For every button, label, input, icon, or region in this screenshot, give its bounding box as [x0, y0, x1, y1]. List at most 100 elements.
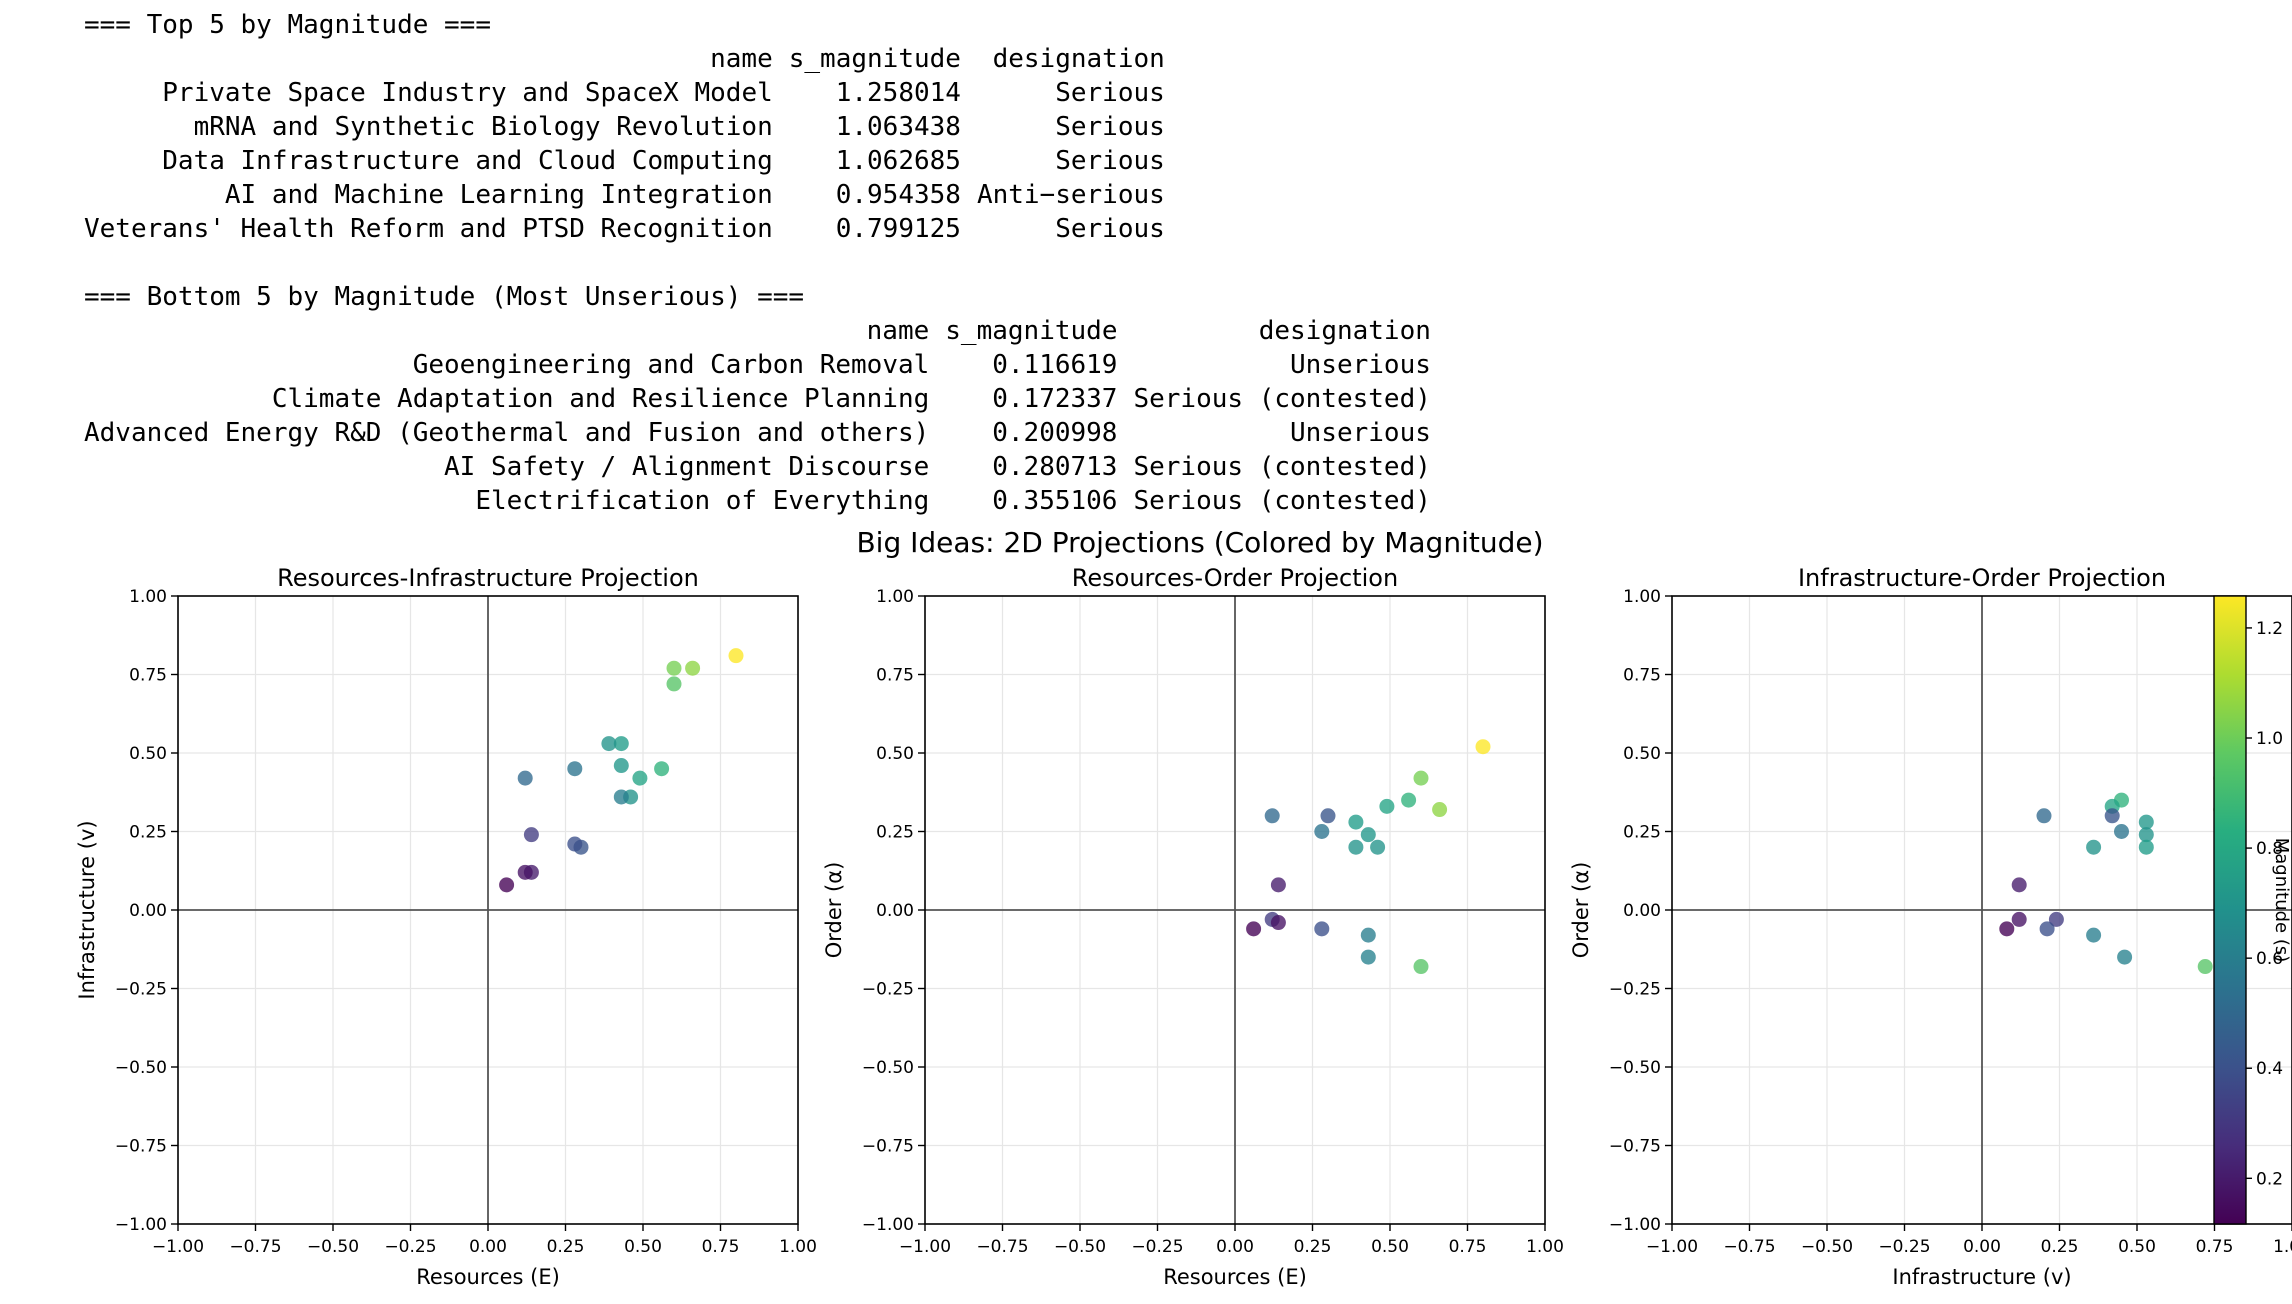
data-point [1348, 839, 1364, 855]
y-tick-label: 0.25 [129, 823, 167, 843]
x-tick-label: 1.00 [2273, 1237, 2292, 1257]
data-point [632, 770, 648, 786]
data-point [1370, 839, 1386, 855]
data-point [613, 789, 629, 805]
data-point [2104, 808, 2120, 824]
cell-name: Electrification of Everything [475, 486, 930, 516]
y-tick-label: 0.50 [1623, 744, 1661, 764]
cell-designation: Serious (contested) [1133, 384, 1431, 414]
y-tick-label: −0.25 [115, 980, 167, 1000]
y-tick-label: 1.00 [129, 587, 167, 607]
column-header-magnitude: s_magnitude [788, 44, 961, 74]
x-axis-label: Infrastructure (v) [1892, 1265, 2071, 1289]
colorbar-tick-label: 0.6 [2256, 949, 2283, 969]
cell-magnitude: 0.200998 [992, 418, 1118, 448]
cell-designation: Anti−serious [976, 180, 1165, 210]
data-point [1270, 877, 1286, 893]
data-point [685, 660, 701, 676]
y-tick-label: 0.50 [876, 744, 914, 764]
data-point [666, 660, 682, 676]
x-tick-label: 0.50 [1371, 1237, 1409, 1257]
y-tick-label: −0.50 [862, 1058, 914, 1078]
column-header-magnitude: s_magnitude [945, 316, 1118, 346]
y-tick-label: −1.00 [115, 1215, 167, 1235]
data-point [567, 761, 583, 777]
y-tick-label: −0.75 [1609, 1137, 1661, 1157]
cell-name: mRNA and Synthetic Biology Revolution [193, 112, 773, 142]
cell-magnitude: 0.116619 [992, 350, 1118, 380]
y-tick-label: 0.00 [129, 901, 167, 921]
colorbar-tick-label: 0.8 [2256, 839, 2283, 859]
table-row: Climate Adaptation and Resilience Planni… [84, 382, 1431, 416]
data-point [517, 864, 533, 880]
x-tick-label: 0.25 [547, 1237, 585, 1257]
x-tick-label: 1.00 [779, 1237, 817, 1257]
y-tick-label: 1.00 [876, 587, 914, 607]
data-point [1320, 808, 1336, 824]
y-axis-label: Order (α) [822, 862, 846, 959]
colorbar: 0.2 0.4 0.6 0.8 1.0 1.2 Magnitude (s) [2213, 595, 2292, 1225]
y-axis-label: Infrastructure (v) [75, 820, 99, 999]
data-point [1413, 959, 1429, 975]
panel-title: Infrastructure-Order Projection [1798, 564, 2166, 592]
cell-name: AI Safety / Alignment Discourse [444, 452, 930, 482]
cell-name: Advanced Energy R&D (Geothermal and Fusi… [84, 418, 930, 448]
data-point [2138, 814, 2154, 830]
colorbar-label: Magnitude (s) [2271, 838, 2292, 963]
y-tick-label: 0.75 [129, 666, 167, 686]
cell-designation: Serious [1055, 112, 1165, 142]
y-tick-label: −0.25 [862, 980, 914, 1000]
x-tick-label: −0.75 [229, 1237, 281, 1257]
data-point [2197, 959, 2213, 975]
y-tick-label: 0.75 [876, 666, 914, 686]
top-table-body: Private Space Industry and SpaceX Model 1… [84, 76, 1165, 246]
y-tick-label: −0.25 [1609, 980, 1661, 1000]
table-row: Electrification of Everything 0.355106 Ser… [84, 484, 1431, 518]
data-point [654, 761, 670, 777]
x-tick-label: −0.25 [1878, 1237, 1930, 1257]
y-tick-label: −0.75 [115, 1137, 167, 1157]
panel-title: Resources-Infrastructure Projection [277, 564, 699, 592]
data-point [1401, 792, 1417, 808]
y-tick-label: 0.00 [1623, 901, 1661, 921]
x-tick-label: −0.50 [1801, 1237, 1853, 1257]
x-tick-label: −1.00 [1646, 1237, 1698, 1257]
scatter-panel: −1.00 −0.75 −0.50 −0.25 0.00 0.25 0.50 0.75 1.00… [75, 564, 817, 1289]
data-point [2036, 808, 2052, 824]
data-point [601, 736, 617, 752]
bottom-table: name s_magnitude designation Geoengineer… [84, 314, 1431, 518]
data-point [2011, 911, 2027, 927]
data-point [1264, 808, 1280, 824]
panel-title: Resources-Order Projection [1072, 564, 1398, 592]
data-point [2086, 927, 2102, 943]
projection-figure: Big Ideas: 2D Projections (Colored by Ma… [75, 526, 2292, 1289]
data-point [499, 877, 515, 893]
bottom-table-body: Geoengineering and Carbon Removal 0.11661… [84, 348, 1431, 518]
colorbar-tick-label: 1.2 [2256, 619, 2283, 639]
x-tick-label: 0.00 [1216, 1237, 1254, 1257]
cell-designation: Serious [1055, 214, 1165, 244]
cell-designation: Serious [1055, 146, 1165, 176]
y-tick-label: 1.00 [1623, 587, 1661, 607]
x-tick-label: −0.25 [384, 1237, 436, 1257]
x-tick-label: 0.25 [2041, 1237, 2079, 1257]
cell-designation: Unserious [1290, 418, 1431, 448]
x-axis-label: Resources (E) [1163, 1265, 1307, 1289]
column-header-designation: designation [992, 44, 1165, 74]
table-row: Private Space Industry and SpaceX Model 1… [84, 76, 1165, 110]
colorbar-tick-label: 0.2 [2256, 1169, 2283, 1189]
column-header-designation: designation [1258, 316, 1431, 346]
y-tick-label: −0.50 [115, 1058, 167, 1078]
data-point [2138, 827, 2154, 843]
table-row: Data Infrastructure and Cloud Computing 1… [84, 144, 1165, 178]
data-point [1413, 770, 1429, 786]
y-tick-label: −0.75 [862, 1137, 914, 1157]
table-row: AI and Machine Learning Integration 0.954… [84, 178, 1165, 212]
cell-magnitude: 1.063438 [835, 112, 961, 142]
data-point [1314, 824, 1330, 839]
cell-magnitude: 0.280713 [992, 452, 1118, 482]
y-axis-label: Order (α) [1569, 862, 1593, 959]
data-point [613, 758, 629, 774]
data-point [1999, 921, 2015, 937]
data-point [1360, 949, 1376, 965]
